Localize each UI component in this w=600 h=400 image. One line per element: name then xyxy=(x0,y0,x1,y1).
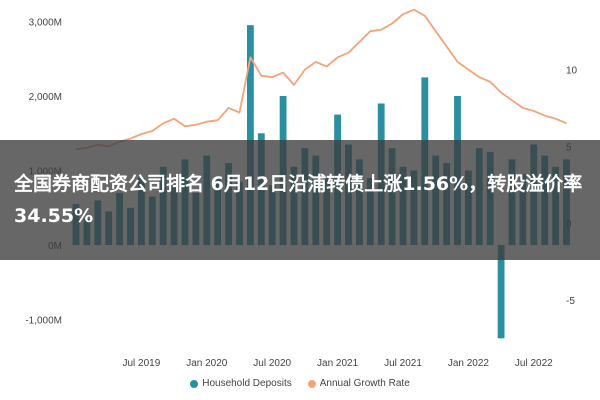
legend-item-growth: Annual Growth Rate xyxy=(307,378,410,389)
legend-item-deposits: Household Deposits xyxy=(190,378,292,389)
x-tick-label: Jan 2020 xyxy=(186,358,228,369)
x-tick-label: Jul 2019 xyxy=(122,358,160,369)
deposit-bar xyxy=(497,245,505,339)
y-right-tick-label: -5 xyxy=(566,296,575,307)
headline-text: 全国券商配资公司排名 6月12日沿浦转债上涨1.56%，转股溢价率34.55% xyxy=(14,173,583,227)
y-left-tick-label: 3,000M xyxy=(29,18,62,29)
y-left-tick-label: 2,000M xyxy=(29,92,62,103)
legend-label-deposits: Household Deposits xyxy=(202,378,292,389)
growth-rate-line xyxy=(75,8,567,151)
legend: Household Deposits Annual Growth Rate xyxy=(0,378,600,389)
x-tick-label: Jul 2021 xyxy=(384,358,422,369)
y-right-tick-label: 10 xyxy=(566,66,578,77)
legend-marker-deposits xyxy=(190,379,199,388)
x-tick-label: Jan 2021 xyxy=(317,358,359,369)
headline-banner: 全国券商配资公司排名 6月12日沿浦转债上涨1.56%，转股溢价率34.55% xyxy=(0,140,600,260)
deposit-bar xyxy=(247,25,254,246)
x-tick-label: Jul 2022 xyxy=(515,358,553,369)
x-tick-label: Jul 2020 xyxy=(253,358,291,369)
legend-marker-growth xyxy=(307,379,316,388)
legend-label-growth: Annual Growth Rate xyxy=(319,378,410,389)
x-tick-label: Jan 2022 xyxy=(448,358,490,369)
y-left-tick-label: -1,000M xyxy=(25,316,62,327)
line-layer xyxy=(75,8,567,151)
